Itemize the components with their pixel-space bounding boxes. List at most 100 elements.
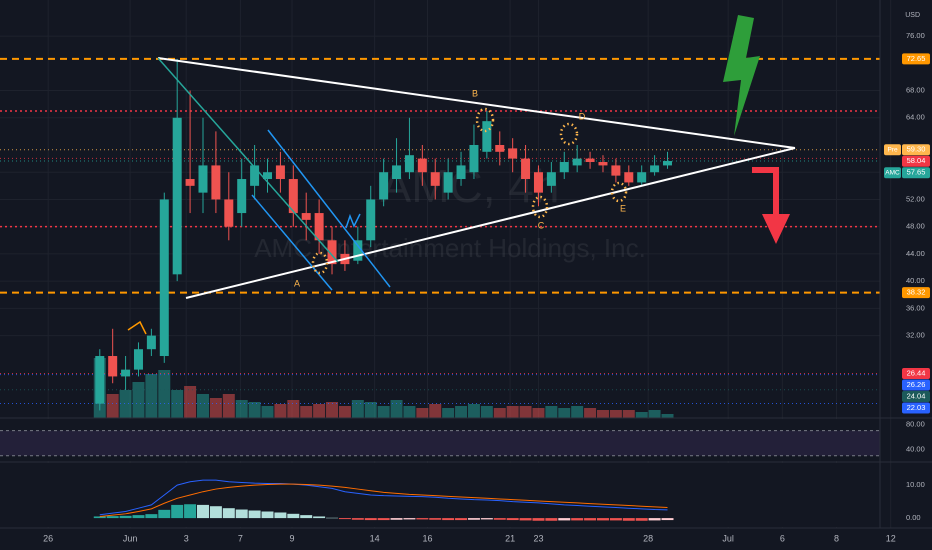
volume-bar (661, 414, 674, 418)
price-label-box (902, 287, 930, 299)
pattern-label: C (538, 220, 545, 230)
volume-bar (622, 410, 635, 418)
macd-histogram-bar (416, 518, 429, 520)
price-label-box (902, 367, 930, 379)
candle-body (108, 356, 118, 377)
watermark: AMC Entertainment Holdings, Inc. (254, 233, 646, 263)
candle-body (624, 172, 634, 183)
macd-histogram-bar (532, 518, 545, 521)
down-arrow (752, 167, 779, 216)
macd-macd-line (99, 479, 668, 516)
x-tick-label: Jul (722, 533, 734, 543)
drawings (127, 15, 796, 335)
macd-histogram-bar (467, 518, 480, 520)
volume-bar (545, 406, 558, 418)
pane-background (0, 463, 880, 527)
channel-line (267, 129, 391, 288)
candle-body (159, 199, 169, 357)
candle-body (495, 144, 505, 152)
x-tick-label: 9 (290, 533, 295, 543)
price-label-box (902, 167, 930, 179)
triangle-lower (185, 147, 796, 299)
macd-histogram-bar (390, 518, 403, 520)
price-label: 72.65 (907, 54, 926, 63)
volume-bar (261, 406, 274, 418)
macd-histogram-bar (184, 504, 197, 519)
volume-bar (274, 404, 287, 418)
volume-bar (300, 406, 313, 418)
candle-body (430, 172, 440, 186)
macd-tick-label: 0.00 (906, 513, 921, 522)
macd-histogram-bar (326, 517, 339, 519)
candle-body (366, 199, 376, 241)
volume-bar (506, 406, 519, 418)
volume-bar (532, 408, 545, 418)
candle-body (456, 165, 466, 180)
macd-histogram-bar (596, 518, 609, 521)
candle-body (392, 165, 402, 180)
candle-body (211, 165, 221, 200)
price-tag: AMC (885, 169, 900, 176)
volume-bar (248, 402, 261, 418)
pivot-circle (559, 122, 579, 146)
x-tick-label: 8 (834, 533, 839, 543)
macd-histogram-bar (493, 518, 506, 520)
volume-bar (571, 406, 584, 418)
candle-body (121, 369, 131, 377)
volume-bar (209, 398, 222, 418)
macd-histogram-bar (519, 518, 532, 521)
volume-bar (287, 400, 300, 418)
macd-histogram-bar (545, 518, 558, 521)
volume-bar (596, 410, 609, 418)
macd-histogram-bar (571, 518, 584, 521)
macd-histogram-bar (209, 506, 222, 519)
macd-histogram-bar (261, 511, 274, 519)
pane-background (0, 419, 880, 461)
volume-bar (158, 370, 171, 418)
rsi-tick-label: 80.00 (906, 419, 925, 428)
candle-body (263, 172, 273, 180)
candle-body (417, 158, 427, 173)
candle-body (172, 117, 182, 275)
rsi-band (0, 430, 880, 456)
candle-body (585, 158, 595, 163)
candle-body (559, 162, 569, 173)
arrow-mark (127, 320, 147, 335)
pivot-circle (610, 181, 628, 203)
macd-tick-label: 10.00 (906, 480, 925, 489)
candle-body (598, 162, 608, 166)
x-tick-label: 6 (780, 533, 785, 543)
lightning-icon (723, 15, 760, 136)
price-label: 26.44 (907, 368, 926, 377)
macd-histogram-bar (351, 518, 364, 520)
volume-bar (145, 374, 158, 418)
candle-body (224, 199, 234, 227)
volume-bar (493, 408, 506, 418)
x-tick-label: 14 (370, 533, 380, 543)
volume-bar (313, 404, 326, 418)
macd-histogram-bar (377, 518, 390, 521)
x-tick-label: 21 (505, 533, 515, 543)
macd-histogram-bar (235, 509, 248, 519)
price-tag-box (884, 167, 901, 179)
macd-histogram-bar (313, 516, 326, 519)
candle-body (185, 179, 195, 186)
macd-histogram-bar (635, 518, 648, 521)
volume-bar (403, 406, 416, 418)
candle-body (314, 213, 324, 241)
wave-mark (345, 213, 361, 229)
volume-bar (171, 390, 184, 418)
candle-body (533, 172, 543, 193)
volume-bar (416, 408, 429, 418)
volume-bar (364, 402, 377, 418)
macd-histogram-bar (584, 518, 597, 521)
macd-histogram-bar (145, 514, 158, 519)
candle-body (327, 240, 337, 265)
macd-histogram-bar (248, 510, 261, 519)
candle-body (146, 335, 156, 350)
macd-signal-line (99, 483, 668, 517)
y-tick-label: 36.00 (906, 303, 925, 312)
macd-histogram-bar (93, 516, 106, 519)
volume-bar (351, 400, 364, 418)
